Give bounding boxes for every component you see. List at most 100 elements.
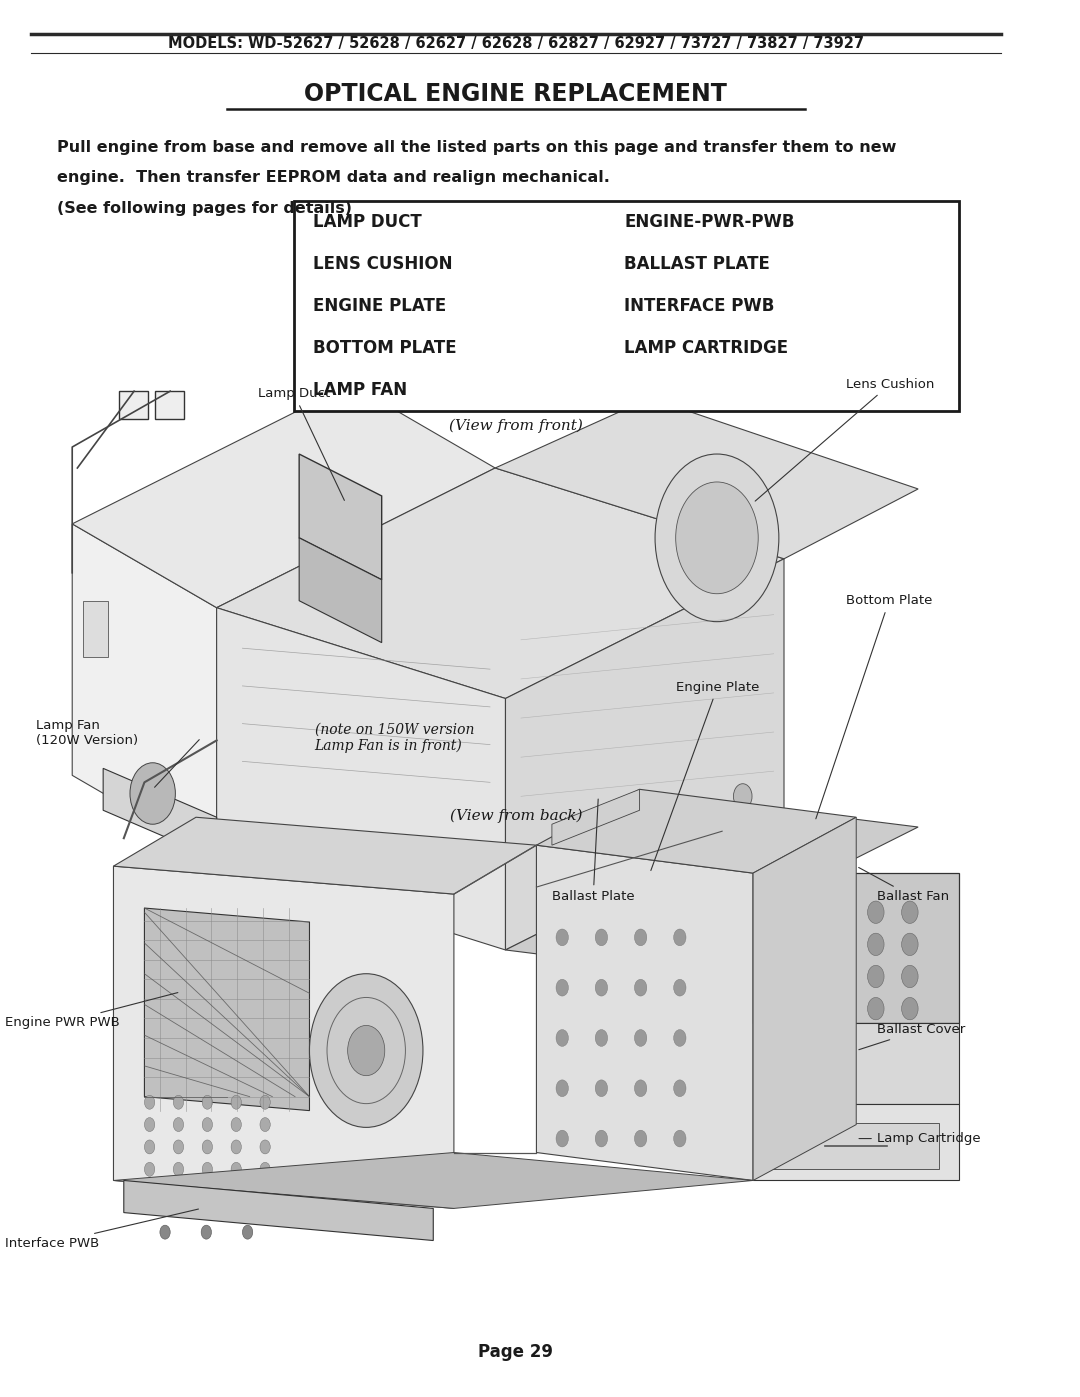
Circle shape	[242, 1225, 253, 1239]
Text: BALLAST PLATE: BALLAST PLATE	[624, 256, 770, 272]
Polygon shape	[505, 559, 784, 950]
Circle shape	[260, 1095, 270, 1109]
Circle shape	[834, 901, 850, 923]
Bar	[82, 601, 108, 657]
Circle shape	[595, 1130, 608, 1147]
Circle shape	[231, 1118, 242, 1132]
Circle shape	[634, 1030, 647, 1046]
Circle shape	[799, 965, 816, 988]
Circle shape	[902, 901, 918, 923]
Circle shape	[799, 901, 816, 923]
Circle shape	[766, 933, 782, 956]
Polygon shape	[753, 817, 856, 1180]
Circle shape	[766, 965, 782, 988]
Circle shape	[573, 856, 592, 882]
Circle shape	[867, 965, 885, 988]
Circle shape	[556, 929, 568, 946]
Polygon shape	[113, 866, 454, 1208]
Circle shape	[674, 979, 686, 996]
Polygon shape	[72, 524, 217, 859]
Circle shape	[310, 974, 423, 1127]
Text: Bottom Plate: Bottom Plate	[815, 594, 932, 819]
Polygon shape	[552, 789, 639, 845]
Circle shape	[201, 1225, 212, 1239]
Circle shape	[595, 929, 608, 946]
Circle shape	[766, 997, 782, 1020]
Text: LAMP DUCT: LAMP DUCT	[312, 214, 421, 231]
Polygon shape	[299, 454, 381, 580]
Text: Ballast Fan: Ballast Fan	[859, 868, 949, 904]
Circle shape	[674, 1030, 686, 1046]
Circle shape	[674, 1080, 686, 1097]
Text: engine.  Then transfer EEPROM data and realign mechanical.: engine. Then transfer EEPROM data and re…	[57, 170, 609, 186]
Circle shape	[595, 1080, 608, 1097]
Text: Ballast Cover: Ballast Cover	[859, 1023, 966, 1049]
Circle shape	[867, 997, 885, 1020]
Polygon shape	[113, 817, 537, 894]
Text: Lamp Cartridge: Lamp Cartridge	[859, 1132, 981, 1146]
Circle shape	[231, 1162, 242, 1176]
Polygon shape	[72, 384, 495, 608]
Text: OPTICAL ENGINE REPLACEMENT: OPTICAL ENGINE REPLACEMENT	[305, 81, 727, 106]
Circle shape	[556, 1030, 568, 1046]
Text: Pull engine from base and remove all the listed parts on this page and transfer : Pull engine from base and remove all the…	[57, 140, 896, 155]
Circle shape	[733, 784, 752, 809]
Circle shape	[674, 1130, 686, 1147]
Text: ENGINE PLATE: ENGINE PLATE	[312, 298, 446, 314]
Text: Engine Plate: Engine Plate	[651, 680, 759, 870]
Circle shape	[556, 979, 568, 996]
Polygon shape	[217, 608, 505, 950]
Circle shape	[595, 1030, 608, 1046]
Circle shape	[173, 1118, 184, 1132]
Text: ENGINE-PWR-PWB: ENGINE-PWR-PWB	[624, 214, 795, 231]
Circle shape	[867, 901, 885, 923]
Polygon shape	[537, 789, 856, 873]
Polygon shape	[217, 468, 784, 698]
Polygon shape	[505, 810, 918, 967]
Circle shape	[674, 929, 686, 946]
Polygon shape	[495, 398, 918, 559]
Polygon shape	[753, 873, 959, 1023]
Text: INTERFACE PWB: INTERFACE PWB	[624, 298, 774, 314]
Polygon shape	[753, 1104, 959, 1180]
Text: Page 29: Page 29	[478, 1344, 553, 1361]
Circle shape	[556, 1080, 568, 1097]
Polygon shape	[753, 1023, 959, 1104]
Polygon shape	[124, 1180, 433, 1241]
Circle shape	[348, 1025, 384, 1076]
Circle shape	[202, 1095, 213, 1109]
Text: (note on 150W version
Lamp Fan is in front): (note on 150W version Lamp Fan is in fro…	[314, 722, 474, 753]
Text: Engine PWR PWB: Engine PWR PWB	[5, 993, 178, 1030]
Circle shape	[902, 997, 918, 1020]
Circle shape	[202, 1118, 213, 1132]
Text: Ballast Plate: Ballast Plate	[552, 799, 635, 904]
Circle shape	[260, 1118, 270, 1132]
Polygon shape	[145, 908, 310, 1111]
Circle shape	[145, 1095, 154, 1109]
Circle shape	[902, 965, 918, 988]
Bar	[119, 391, 148, 419]
Bar	[294, 201, 959, 411]
Circle shape	[173, 1140, 184, 1154]
Circle shape	[260, 1162, 270, 1176]
Text: MODELS: WD-52627 / 52628 / 62627 / 62628 / 62827 / 62927 / 73727 / 73827 / 73927: MODELS: WD-52627 / 52628 / 62627 / 62628…	[167, 36, 864, 50]
Circle shape	[799, 933, 816, 956]
Text: Lamp Duct: Lamp Duct	[258, 387, 345, 500]
Text: Interface PWB: Interface PWB	[5, 1208, 199, 1250]
Text: (View from back): (View from back)	[449, 809, 582, 823]
Circle shape	[145, 1162, 154, 1176]
Circle shape	[766, 901, 782, 923]
Circle shape	[834, 965, 850, 988]
Circle shape	[834, 933, 850, 956]
Text: LAMP CARTRIDGE: LAMP CARTRIDGE	[624, 339, 788, 356]
Text: Lamp Fan
(120W Version): Lamp Fan (120W Version)	[36, 719, 138, 747]
Polygon shape	[104, 768, 217, 859]
Polygon shape	[113, 1153, 753, 1208]
Circle shape	[130, 763, 175, 824]
Circle shape	[634, 1130, 647, 1147]
Bar	[769, 1123, 939, 1169]
Circle shape	[173, 1162, 184, 1176]
Text: LENS CUSHION: LENS CUSHION	[312, 256, 453, 272]
Circle shape	[867, 933, 885, 956]
Text: LAMP FAN: LAMP FAN	[312, 381, 407, 398]
